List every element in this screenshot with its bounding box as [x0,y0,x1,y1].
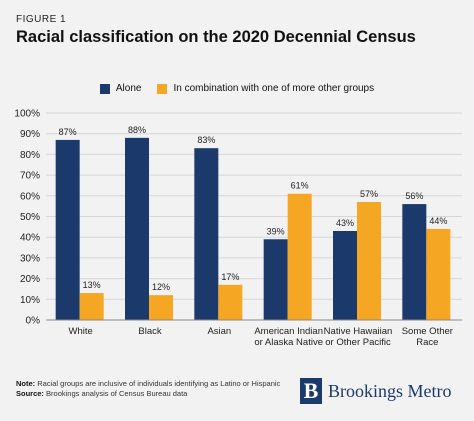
x-tick-label: White [69,326,93,337]
data-label: 83% [197,135,215,145]
legend-label-alone: Alone [115,83,142,94]
y-tick-label: 80% [20,150,40,161]
x-tick-label: or Other Pacific [325,337,391,348]
legend-item-alone: Alone [99,83,142,94]
y-tick-label: 40% [20,233,40,244]
figure-label: FIGURE 1 [16,14,67,25]
data-label: 57% [360,189,378,199]
footer-note: Note: Racial groups are inclusive of ind… [16,379,281,389]
x-tick-label: Asian [207,326,231,337]
y-tick-label: 50% [20,212,40,223]
y-tick-label: 10% [20,295,40,306]
bar-alone [263,239,288,320]
x-tick-label: Black [138,326,161,337]
bar-combination [79,293,104,320]
brand-name: Brookings Metro [328,380,452,401]
y-tick-label: 30% [20,253,40,264]
bar-combination [426,228,451,320]
source-text: Brookings analysis of Census Bureau data [43,388,188,398]
note-text: Racial groups are inclusive of individua… [35,379,281,388]
footer-source: Source: Brookings analysis of Census Bur… [16,389,281,399]
legend-swatch-combination [157,83,168,94]
bar-combination [357,202,381,320]
bar-combination [287,193,312,320]
bar-alone [402,204,427,320]
chart-title: Racial classification on the 2020 Decenn… [16,28,416,46]
x-tick-label: or Alaska Native [254,337,323,348]
data-label: 87% [59,127,77,137]
data-label: 12% [152,282,170,292]
data-label: 13% [83,280,101,290]
y-tick-label: 20% [20,274,40,285]
y-tick-label: 70% [20,171,40,182]
legend-swatch-alone [99,83,110,94]
y-tick-label: 0% [26,316,41,327]
source-label: Source: [16,388,44,398]
bar-alone [55,139,80,320]
data-label: 56% [405,191,423,201]
bar-alone [194,148,219,320]
y-tick-label: 100% [14,109,40,120]
x-tick-label: Race [416,337,438,348]
data-label: 61% [291,181,309,191]
bar-alone [333,230,357,320]
legend-label-combination: In combination with one of more other gr… [173,83,375,94]
x-tick-label: Native Hawaiian [324,326,393,337]
data-label: 39% [267,226,285,236]
chart-legend: Alone In combination with one of more ot… [0,83,474,94]
note-label: Note: [16,379,36,388]
data-label: 44% [429,216,447,226]
footer-notes: Note: Racial groups are inclusive of ind… [16,379,281,398]
bar-combination [149,295,173,320]
data-label: 43% [336,218,354,228]
x-tick-label: American Indian [254,326,323,337]
brand-mark: B [300,378,322,404]
bar-alone [125,137,149,320]
y-tick-label: 60% [20,191,40,202]
data-label: 17% [221,272,239,282]
x-tick-label: Some Other [402,326,453,337]
bar-combination [218,284,243,320]
y-tick-label: 90% [20,129,40,140]
data-label: 88% [128,125,146,135]
legend-item-combination: In combination with one of more other gr… [157,83,374,94]
brand-logo: B Brookings Metro [300,378,452,404]
